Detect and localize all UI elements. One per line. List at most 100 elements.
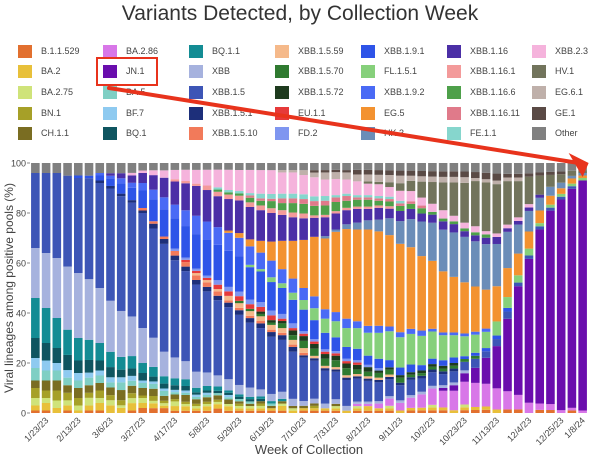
bar-segment-ba-5[interactable] bbox=[267, 403, 276, 406]
bar-segment-b-1-1-529[interactable] bbox=[535, 409, 544, 413]
bar-segment-hk-3[interactable] bbox=[513, 224, 523, 254]
bar-segment-b-1-1-529[interactable] bbox=[181, 410, 190, 413]
bar-segment-eg-5[interactable] bbox=[417, 256, 426, 331]
bar-segment-xbb-1-5-10[interactable] bbox=[192, 275, 201, 280]
bar-segment-other[interactable] bbox=[342, 163, 351, 171]
bar-segment-other[interactable] bbox=[320, 163, 330, 171]
bar-segment-xbb-1-16-11[interactable] bbox=[310, 201, 319, 206]
bar-segment-ba-2-75[interactable] bbox=[63, 400, 72, 406]
bar-segment-xbb-1-5[interactable] bbox=[288, 351, 298, 399]
bar-segment-xbb-1-5-1[interactable] bbox=[438, 371, 448, 375]
bar-segment-xbb-1-16[interactable] bbox=[159, 177, 169, 198]
bar-segment-fl-1-5-1[interactable] bbox=[578, 178, 587, 181]
bar-segment-xbb-1-5[interactable] bbox=[331, 371, 341, 400]
bar-segment-jn-1[interactable] bbox=[438, 388, 448, 391]
bar-segment-eg-6-1[interactable] bbox=[299, 170, 308, 176]
bar-segment-xbb[interactable] bbox=[374, 401, 384, 404]
bar-segment-xbb-1-9-1[interactable] bbox=[471, 352, 480, 356]
bar-segment-eg-5[interactable] bbox=[460, 282, 469, 334]
bar-segment-xbb-2-3[interactable] bbox=[213, 169, 223, 188]
bar-segment-xbb-1-9-2[interactable] bbox=[181, 210, 190, 227]
bar-segment-ba-5[interactable] bbox=[202, 394, 212, 398]
bar-segment-ba-2-75[interactable] bbox=[181, 403, 190, 407]
bar-segment-xbb-1-9-2[interactable] bbox=[438, 332, 448, 336]
bar-segment-xbb-1-9-1[interactable] bbox=[342, 346, 351, 359]
bar-segment-other[interactable] bbox=[267, 163, 276, 171]
bar-segment-xbb-1-9-2[interactable] bbox=[320, 309, 330, 319]
bar-segment-xbb-1-5-59[interactable] bbox=[385, 374, 394, 377]
bar-segment-xbb-1-5[interactable] bbox=[342, 379, 351, 406]
bar-segment-bq-1-1[interactable] bbox=[159, 376, 169, 384]
bar-segment-b-1-1-529[interactable] bbox=[224, 410, 233, 413]
bar-segment-eu-1-1[interactable] bbox=[277, 318, 287, 322]
bar-segment-jn-1[interactable] bbox=[492, 346, 502, 389]
bar-segment-eu-1-1[interactable] bbox=[288, 328, 298, 331]
bar-segment-xbb[interactable] bbox=[245, 387, 255, 397]
bar-segment-ba-2[interactable] bbox=[331, 408, 341, 411]
bar-segment-other[interactable] bbox=[556, 163, 566, 172]
bar-segment-xbb-1-5[interactable] bbox=[567, 186, 577, 189]
bar-segment-xbb-1-5[interactable] bbox=[213, 300, 223, 376]
bar-segment-fl-1-5-1[interactable] bbox=[546, 204, 555, 208]
bar-segment-ba-2[interactable] bbox=[428, 407, 437, 411]
bar-segment-eg-5[interactable] bbox=[310, 236, 319, 297]
bar-segment-other[interactable] bbox=[374, 163, 384, 171]
bar-segment-xbb-1-5-70[interactable] bbox=[374, 372, 384, 378]
bar-segment-xbb[interactable] bbox=[52, 258, 62, 318]
bar-segment-xbb-1-16-1[interactable] bbox=[331, 211, 341, 214]
bar-segment-ba-2-86[interactable] bbox=[385, 398, 394, 406]
bar-segment-fe-1-1[interactable] bbox=[395, 200, 405, 204]
bar-segment-fl-1-5-1[interactable] bbox=[277, 283, 287, 288]
bar-segment-xbb-1-5[interactable] bbox=[385, 379, 394, 397]
bar-segment-xbb-1-5-1[interactable] bbox=[202, 286, 212, 292]
bar-segment-eu-1-1[interactable] bbox=[299, 333, 308, 337]
bar-segment-xbb[interactable] bbox=[41, 253, 51, 308]
bar-segment-hk-3[interactable] bbox=[342, 224, 351, 230]
bar-segment-bq-1-1[interactable] bbox=[106, 351, 115, 368]
bar-segment-xbb-1-5-1[interactable] bbox=[331, 369, 341, 372]
bar-segment-xbb-1-5-59[interactable] bbox=[277, 328, 287, 333]
bar-segment-ba-2[interactable] bbox=[299, 408, 308, 411]
bar-segment-bq-1-1[interactable] bbox=[149, 366, 158, 377]
bar-segment-ge-1[interactable] bbox=[556, 171, 566, 175]
bar-segment-ge-1[interactable] bbox=[363, 169, 373, 175]
bar-segment-xbb-1-5-70[interactable] bbox=[310, 348, 319, 356]
bar-segment-xbb-1-16-1[interactable] bbox=[267, 208, 276, 213]
bar-segment-bf-7[interactable] bbox=[95, 370, 105, 376]
bar-segment-ba-2[interactable] bbox=[31, 405, 40, 411]
bar-segment-bn-1[interactable] bbox=[41, 390, 51, 399]
bar-segment-jn-1[interactable] bbox=[460, 373, 469, 382]
bar-segment-xbb-1-16[interactable] bbox=[342, 210, 351, 225]
bar-segment-xbb-1-16-1[interactable] bbox=[202, 185, 212, 191]
bar-segment-ba-2-86[interactable] bbox=[578, 410, 587, 414]
bar-segment-xbb-1-5-59[interactable] bbox=[353, 374, 362, 377]
bar-segment-xbb-1-5[interactable] bbox=[245, 322, 255, 388]
bar-segment-xbb-1-16[interactable] bbox=[116, 173, 126, 179]
bar-segment-xbb-1-9-1[interactable] bbox=[438, 360, 448, 366]
bar-segment-xbb-1-5-1[interactable] bbox=[417, 375, 426, 379]
bar-segment-other[interactable] bbox=[535, 163, 544, 173]
bar-segment-xbb-1-16-6[interactable] bbox=[460, 228, 469, 232]
bar-segment-xbb-2-3[interactable] bbox=[342, 179, 351, 194]
bar-segment-bf-7[interactable] bbox=[149, 381, 158, 384]
bar-segment-fd-2[interactable] bbox=[353, 360, 362, 363]
bar-segment-other[interactable] bbox=[353, 163, 362, 170]
bar-segment-xbb-1-9-2[interactable] bbox=[245, 246, 255, 265]
bar-segment-xbb-1-16-6[interactable] bbox=[245, 197, 255, 203]
bar-segment-eu-1-1[interactable] bbox=[245, 304, 255, 309]
bar-segment-xbb-1-16-11[interactable] bbox=[395, 203, 405, 206]
bar-segment-xbb-1-16[interactable] bbox=[277, 214, 287, 241]
bar-segment-hv-1[interactable] bbox=[492, 184, 502, 234]
bar-segment-b-1-1-529[interactable] bbox=[363, 410, 373, 413]
bar-segment-xbb-1-5-72[interactable] bbox=[342, 363, 351, 369]
bar-segment-ba-2[interactable] bbox=[342, 410, 351, 413]
bar-segment-xbb-2-3[interactable] bbox=[395, 190, 405, 201]
bar-segment-xbb-1-9-2[interactable] bbox=[234, 237, 244, 257]
bar-segment-xbb-1-5-1[interactable] bbox=[159, 238, 169, 244]
bar-segment-xbb-1-16-6[interactable] bbox=[471, 232, 480, 236]
bar-segment-ch-1-1[interactable] bbox=[116, 390, 126, 401]
bar-segment-xbb[interactable] bbox=[63, 266, 72, 330]
bar-segment-ge-1[interactable] bbox=[331, 169, 341, 173]
bar-segment-other[interactable] bbox=[52, 163, 62, 173]
bar-segment-ba-2-75[interactable] bbox=[41, 398, 51, 403]
